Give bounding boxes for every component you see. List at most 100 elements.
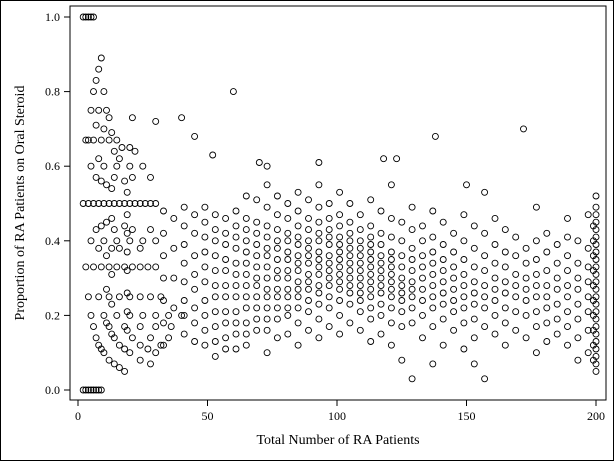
data-point (377, 330, 385, 338)
data-point (113, 311, 121, 319)
data-point (128, 114, 136, 122)
data-point (305, 237, 312, 245)
y-axis-label: Proportion of RA Patients on Oral Steroi… (13, 86, 28, 321)
data-point (589, 282, 597, 290)
data-point (512, 233, 520, 241)
data-point (273, 256, 281, 263)
data-point (160, 341, 167, 349)
data-point (294, 278, 302, 286)
data-point (90, 136, 97, 144)
data-point (543, 304, 551, 312)
data-point (121, 345, 129, 353)
data-point (284, 285, 292, 293)
data-point (201, 218, 209, 226)
data-point (325, 214, 333, 222)
data-point (95, 200, 103, 207)
data-point (126, 144, 134, 151)
data-point (92, 386, 100, 394)
data-point (191, 229, 199, 237)
data-point (284, 248, 292, 256)
data-point (242, 259, 250, 267)
plot-area-border (69, 5, 607, 401)
data-point (222, 214, 230, 222)
data-point (128, 334, 136, 342)
data-point (79, 13, 87, 21)
data-point (152, 200, 160, 207)
data-point (325, 226, 333, 234)
data-point (431, 132, 439, 140)
data-point (305, 285, 312, 293)
data-point (123, 326, 131, 334)
data-point (113, 263, 121, 271)
data-point (408, 319, 416, 327)
data-point (419, 297, 426, 304)
data-point (105, 200, 113, 207)
data-point (139, 162, 147, 170)
data-point (584, 293, 592, 301)
data-point (336, 248, 344, 256)
data-point (346, 237, 354, 245)
data-point (222, 345, 230, 353)
data-point (336, 263, 344, 271)
data-point (419, 252, 426, 260)
data-point (367, 285, 375, 293)
data-point (543, 338, 551, 345)
data-point (305, 297, 312, 304)
x-tick-label: 0 (75, 409, 81, 423)
data-point (470, 278, 478, 286)
data-point (273, 293, 281, 301)
data-point (398, 218, 406, 226)
data-point (273, 315, 281, 323)
data-point (408, 278, 416, 286)
data-point (325, 267, 333, 275)
data-point (346, 274, 354, 282)
data-point (253, 304, 261, 312)
data-point (429, 360, 437, 368)
data-point (408, 256, 416, 263)
data-point (408, 285, 416, 293)
data-point (123, 289, 131, 297)
data-point (450, 297, 458, 304)
data-point (242, 282, 250, 290)
data-point (90, 13, 97, 21)
data-point (100, 88, 108, 96)
data-point (491, 330, 499, 338)
data-point (139, 237, 147, 245)
data-point (398, 237, 406, 245)
data-point (450, 308, 458, 316)
data-point (110, 200, 118, 207)
data-point (543, 282, 551, 290)
data-point (315, 248, 323, 256)
data-point (564, 323, 571, 331)
data-point (160, 274, 167, 282)
data-point (491, 259, 499, 267)
data-point (222, 267, 230, 275)
data-point (211, 237, 219, 245)
data-point (253, 293, 261, 301)
data-point (209, 151, 217, 159)
data-point (97, 386, 105, 394)
data-point (522, 297, 530, 304)
data-point (325, 282, 333, 290)
data-point (92, 334, 100, 342)
data-point (87, 386, 95, 394)
data-point (211, 308, 219, 316)
data-point (105, 136, 113, 144)
data-point (532, 203, 540, 211)
data-point (191, 304, 199, 312)
data-point (346, 319, 354, 327)
data-point (367, 304, 375, 312)
data-point (139, 311, 147, 319)
data-point (356, 237, 364, 245)
data-point (294, 341, 302, 349)
data-point (84, 13, 92, 21)
data-point (512, 270, 520, 278)
data-point (325, 293, 333, 301)
data-point (584, 349, 592, 357)
data-point (450, 229, 458, 237)
data-point (398, 289, 406, 297)
data-point (147, 226, 154, 234)
data-point (100, 237, 108, 245)
data-point (123, 267, 131, 275)
data-point (377, 274, 385, 282)
